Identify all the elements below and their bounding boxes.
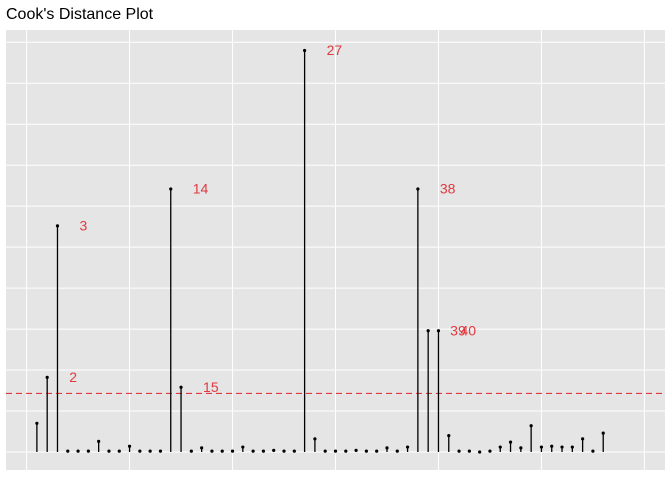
point xyxy=(107,449,111,453)
point xyxy=(591,449,595,453)
point xyxy=(261,449,266,453)
point xyxy=(385,446,389,450)
point xyxy=(498,445,502,449)
point-label: 27 xyxy=(327,42,343,58)
point xyxy=(158,449,163,453)
point xyxy=(230,449,235,453)
point-label: 14 xyxy=(193,181,209,197)
point xyxy=(395,449,399,453)
point xyxy=(467,449,471,453)
point xyxy=(529,424,533,428)
point xyxy=(560,445,564,449)
point xyxy=(405,445,410,449)
point xyxy=(138,449,142,453)
point xyxy=(169,187,173,191)
point-label: 15 xyxy=(203,379,219,395)
point xyxy=(416,187,420,191)
point xyxy=(375,449,379,453)
point xyxy=(478,450,482,454)
point-label: 3 xyxy=(79,218,87,234)
point-label: 40 xyxy=(460,322,476,338)
point xyxy=(55,224,60,228)
point xyxy=(220,449,224,453)
chart-title: Cook's Distance Plot xyxy=(6,6,154,23)
point xyxy=(179,385,183,389)
point xyxy=(539,445,544,449)
point xyxy=(189,449,193,453)
point xyxy=(344,449,348,453)
point xyxy=(426,329,430,333)
point xyxy=(117,449,121,453)
point xyxy=(210,449,214,453)
point-label: 39 xyxy=(450,322,466,338)
point xyxy=(508,440,513,444)
point xyxy=(76,449,80,453)
point xyxy=(45,375,49,380)
point xyxy=(292,449,296,453)
point-label: 2 xyxy=(69,369,77,385)
point xyxy=(333,449,338,453)
point xyxy=(313,437,317,441)
point xyxy=(272,448,276,452)
point xyxy=(282,449,286,453)
point xyxy=(86,449,90,453)
point xyxy=(303,48,307,53)
point xyxy=(251,449,255,453)
point xyxy=(35,421,39,425)
point xyxy=(200,446,204,450)
point xyxy=(447,433,451,438)
point xyxy=(364,449,368,453)
point xyxy=(488,449,492,453)
point xyxy=(457,449,461,453)
point xyxy=(519,446,523,450)
point xyxy=(97,439,101,443)
point xyxy=(436,329,441,333)
point xyxy=(241,445,245,449)
point xyxy=(127,444,132,448)
point xyxy=(148,449,152,453)
point xyxy=(550,444,554,448)
point xyxy=(581,437,585,441)
point xyxy=(66,449,70,453)
point xyxy=(570,445,574,449)
point-label: 38 xyxy=(440,181,456,197)
point xyxy=(601,431,605,435)
point xyxy=(323,449,327,453)
point xyxy=(354,448,358,452)
